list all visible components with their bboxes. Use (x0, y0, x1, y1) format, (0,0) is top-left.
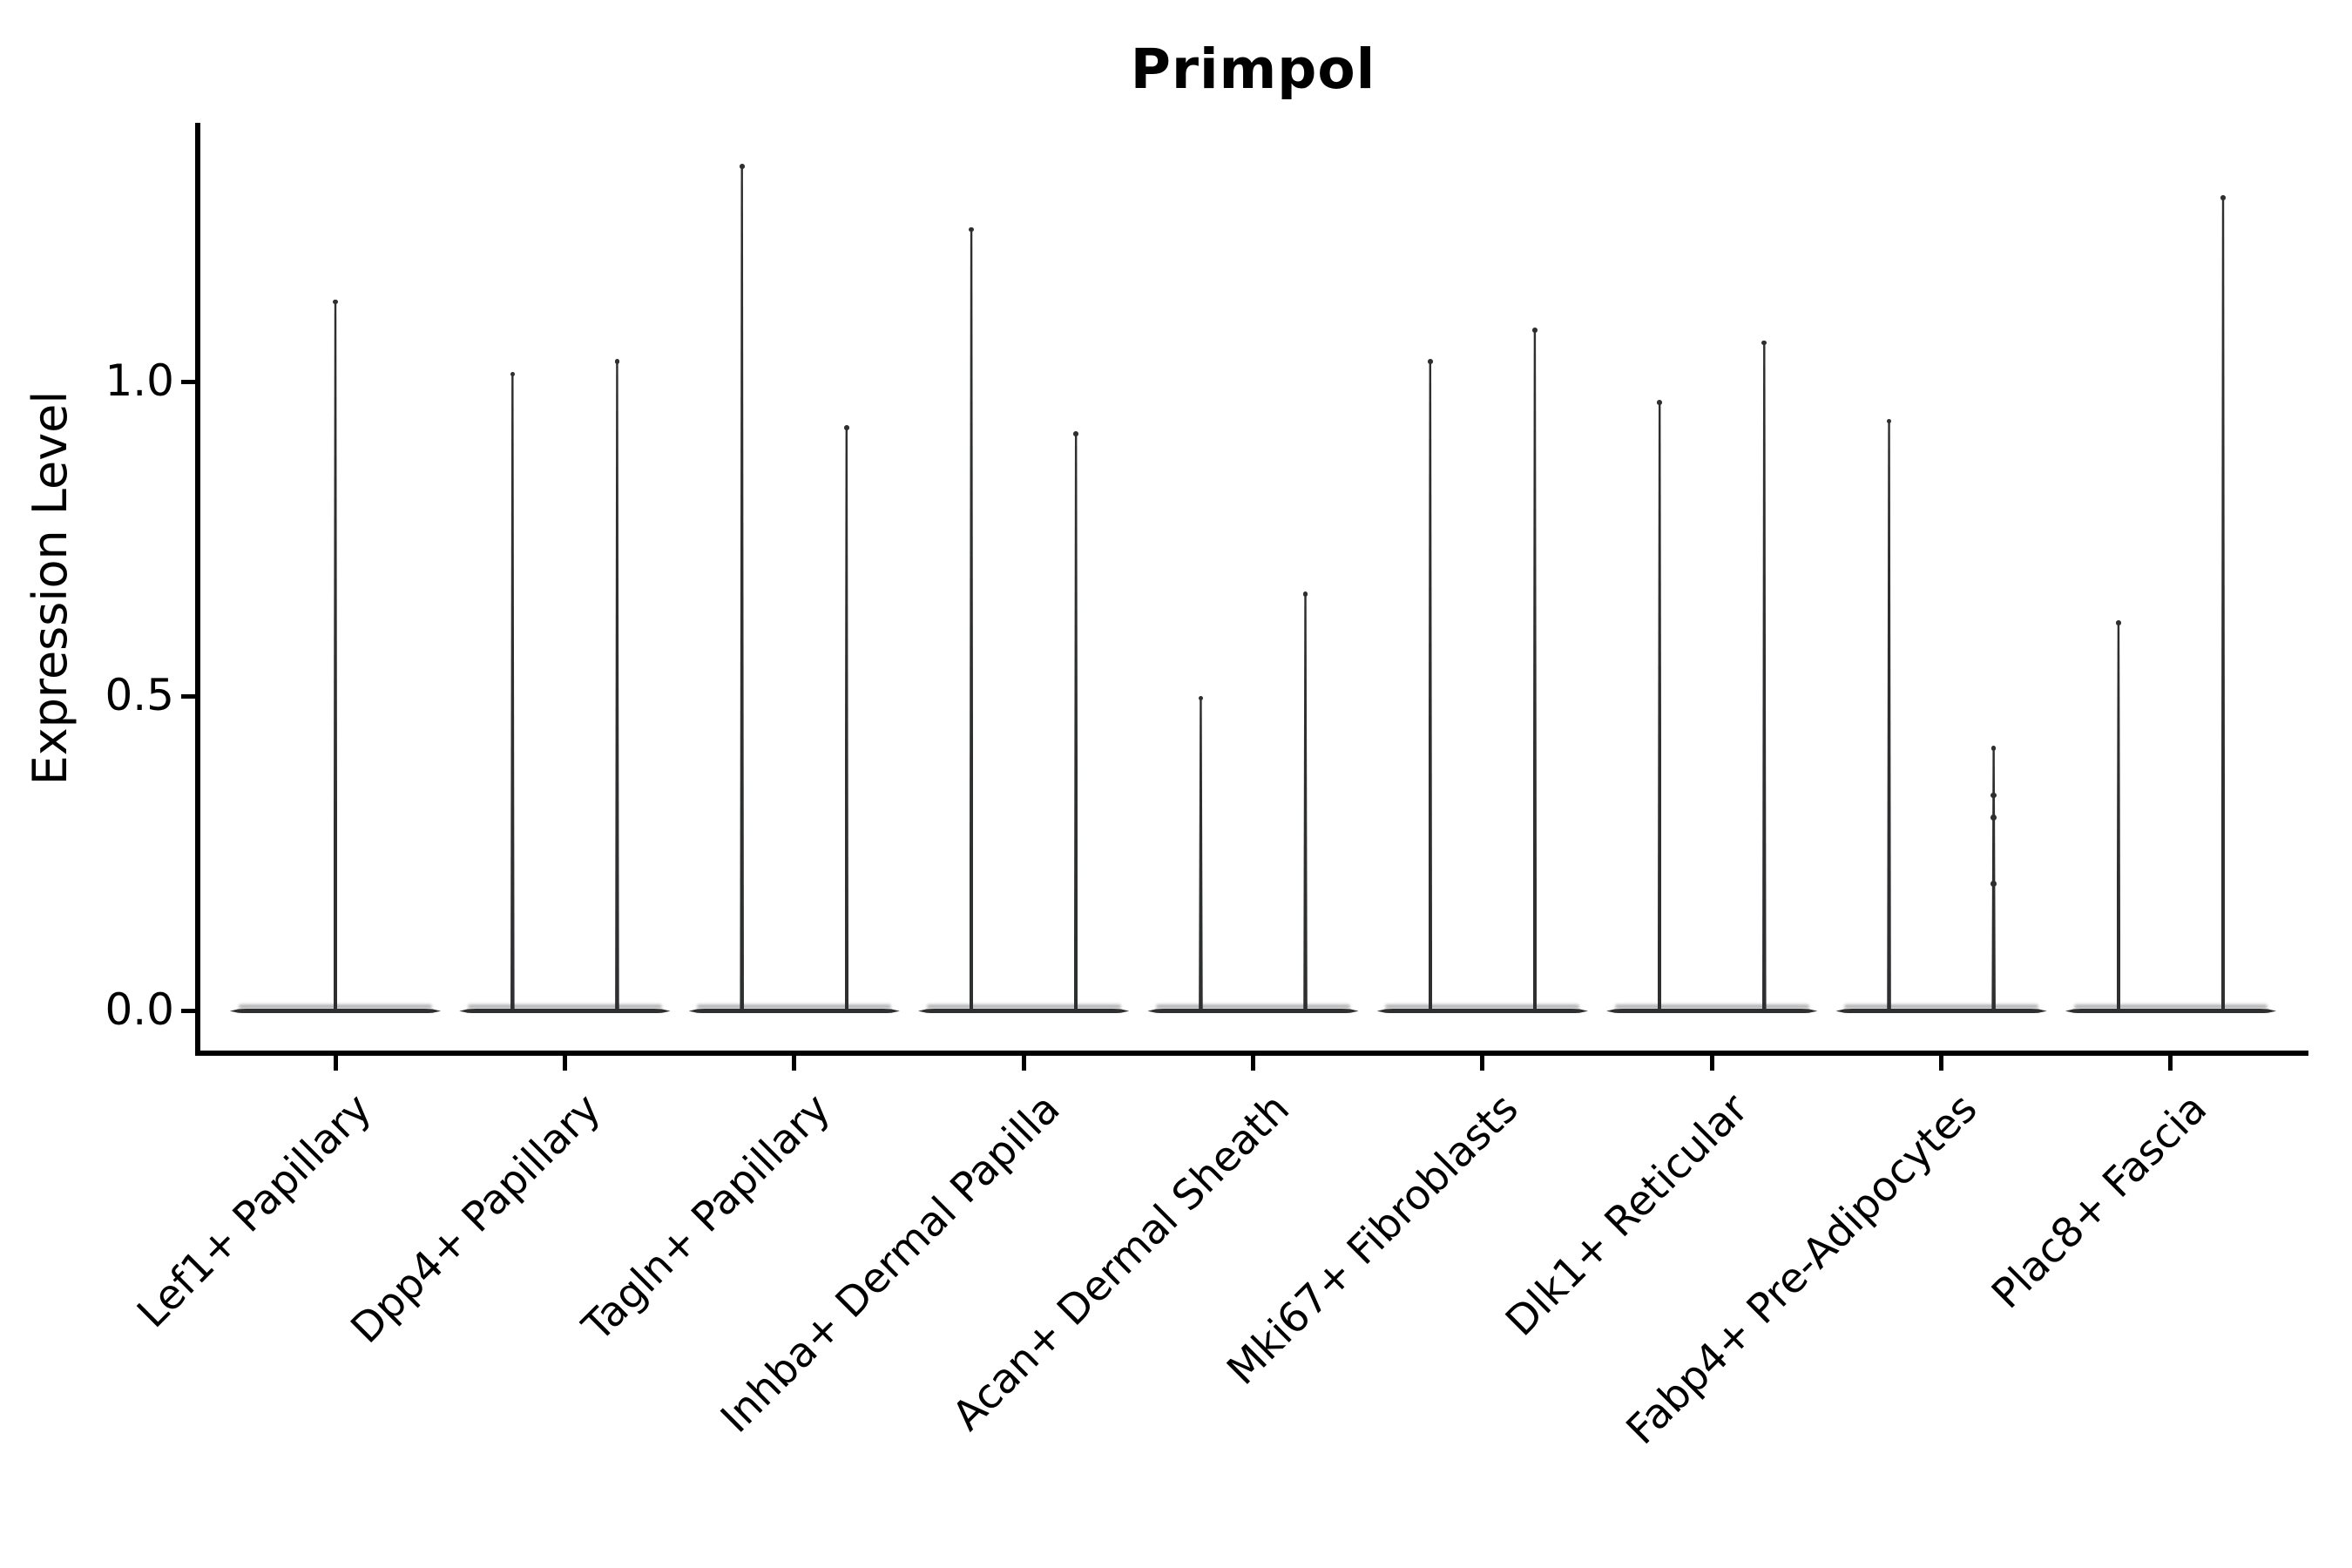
violin-spike (510, 372, 515, 1013)
x-tick-mark (1251, 1055, 1255, 1071)
violin-spike (844, 426, 849, 1013)
violin-body (1606, 1008, 1818, 1014)
x-axis-spine (195, 1051, 2308, 1056)
violin-density-haze (1385, 1004, 1580, 1010)
x-tick-label: Dlk1+ Reticular (1496, 1085, 1758, 1346)
spike-tip (969, 226, 974, 233)
x-tick-mark (1709, 1055, 1714, 1071)
spike-point (1990, 792, 1997, 799)
violin-spike (333, 300, 338, 1013)
violin-density-haze (467, 1004, 662, 1010)
x-tick-mark (1939, 1055, 1944, 1071)
x-tick-label: Dpp4+ Papillary (341, 1085, 611, 1353)
spike-tip (1428, 359, 1433, 364)
violin-spike (1761, 341, 1767, 1013)
spike-tip (2220, 195, 2226, 201)
violin-spike (1428, 360, 1433, 1013)
spike-tip (2116, 619, 2121, 625)
violin-spike (1073, 432, 1078, 1013)
violin-density-haze (697, 1004, 892, 1010)
spike-tip (333, 299, 338, 305)
violin-body (688, 1008, 900, 1014)
spike-point (1990, 814, 1997, 821)
chart-title: Primpol (1130, 37, 1376, 101)
spike-tip (510, 371, 516, 377)
spike-tip (1990, 746, 1997, 751)
spike-tip (1302, 591, 1308, 597)
violin-density-haze (1156, 1004, 1350, 1010)
x-tick-label: Plac8+ Fascia (1983, 1085, 2217, 1319)
violin-spike (2116, 620, 2121, 1013)
spike-tip (1198, 695, 1204, 701)
violin-body (2065, 1008, 2277, 1014)
x-tick-label: Tagln+ Papillary (573, 1085, 840, 1351)
x-tick-mark (792, 1055, 797, 1071)
violin-spike (615, 360, 619, 1013)
x-tick-mark (1021, 1055, 1026, 1071)
spike-tip (739, 164, 745, 169)
y-tick-mark (181, 380, 196, 384)
violin-spike (740, 165, 744, 1013)
y-axis-label: Expression Level (23, 390, 78, 786)
violin-spike (1199, 696, 1203, 1013)
x-tick-label: Lef1+ Papillary (128, 1085, 382, 1338)
violin-spike (2220, 196, 2226, 1013)
violin-density-haze (926, 1004, 1121, 1010)
spike-tip (1886, 418, 1892, 424)
y-tick-mark (181, 1009, 196, 1014)
violin-spike (1991, 747, 1996, 1013)
violin-spike (1532, 328, 1538, 1013)
violin-spike (1303, 592, 1308, 1013)
violin-body (917, 1008, 1130, 1014)
y-tick-label: 0.0 (105, 983, 174, 1035)
spike-tip (1532, 328, 1538, 333)
spike-tip (1657, 400, 1662, 405)
violin-density-haze (1614, 1004, 1809, 1010)
spike-tip (614, 359, 620, 364)
spike-tip (1073, 431, 1078, 436)
spike-tip (1761, 340, 1767, 346)
violin-body (459, 1008, 671, 1014)
x-tick-mark (333, 1055, 338, 1071)
y-tick-label: 0.5 (105, 669, 174, 720)
violin-spike (969, 227, 974, 1013)
violin-body (1835, 1008, 2047, 1014)
y-tick-label: 1.0 (105, 355, 174, 406)
violin-body (1376, 1008, 1589, 1014)
x-tick-mark (1480, 1055, 1485, 1071)
spike-tip (844, 425, 849, 430)
x-tick-mark (562, 1055, 567, 1071)
violin-density-haze (1844, 1004, 2039, 1010)
y-tick-mark (181, 694, 196, 700)
spike-point (1990, 881, 1997, 888)
y-axis-spine (195, 123, 200, 1053)
violin-spike (1657, 401, 1662, 1013)
violin-spike (1887, 419, 1891, 1013)
violin-body (1147, 1008, 1359, 1014)
violin-density-haze (2073, 1004, 2268, 1010)
x-tick-mark (2168, 1055, 2173, 1071)
